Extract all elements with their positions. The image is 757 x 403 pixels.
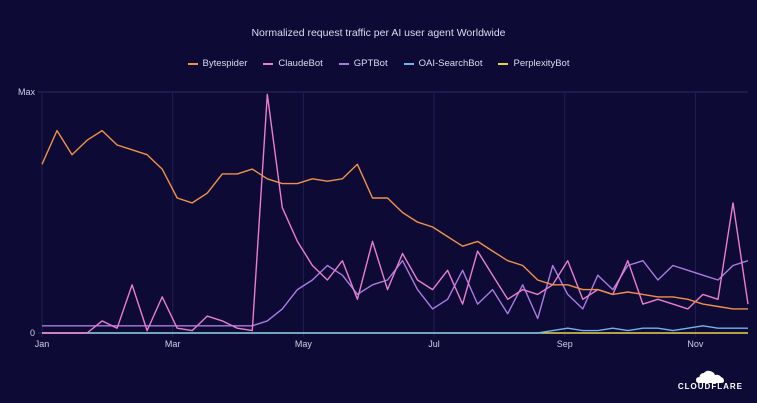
legend-swatch xyxy=(263,62,274,65)
y-tick-label: 0 xyxy=(30,328,35,338)
x-tick-label: Mar xyxy=(165,339,181,349)
legend-swatch xyxy=(498,62,509,65)
series-line-claudebot xyxy=(42,93,749,334)
legend-swatch xyxy=(403,62,414,65)
legend-label: PerplexityBot xyxy=(513,58,570,69)
legend-label: ClaudeBot xyxy=(278,58,323,69)
legend: Bytespider ClaudeBot GPTBot OAI-SearchBot Pe… xyxy=(0,58,757,69)
x-tick-label: May xyxy=(295,339,313,349)
legend-swatch xyxy=(338,62,349,65)
x-tick-label: Jan xyxy=(35,339,50,349)
legend-item[interactable]: GPTBot xyxy=(338,58,388,69)
x-tick-label: Sep xyxy=(557,339,573,349)
x-tick-label: Nov xyxy=(687,339,704,349)
legend-label: Bytespider xyxy=(202,58,248,69)
logo-text: CLOUDFLARE xyxy=(677,382,743,391)
series-line-oai-searchbot xyxy=(42,325,748,334)
cloudflare-logo: CLOUDFLARE xyxy=(678,370,743,391)
legend-item[interactable]: ClaudeBot xyxy=(263,58,323,69)
chart-title: Normalized request traffic per AI user a… xyxy=(251,27,506,39)
legend-label: GPTBot xyxy=(353,58,388,69)
legend-item[interactable]: OAI-SearchBot xyxy=(403,58,483,69)
x-tick-label: Jul xyxy=(428,339,440,349)
legend-swatch xyxy=(187,62,198,65)
legend-item[interactable]: PerplexityBot xyxy=(498,58,569,69)
series-line-bytespider xyxy=(41,129,748,310)
cloud-icon xyxy=(696,370,725,383)
y-tick-label: Max xyxy=(18,87,36,97)
legend-item[interactable]: Bytespider xyxy=(187,58,248,69)
legend-label: OAI-SearchBot xyxy=(418,58,483,69)
